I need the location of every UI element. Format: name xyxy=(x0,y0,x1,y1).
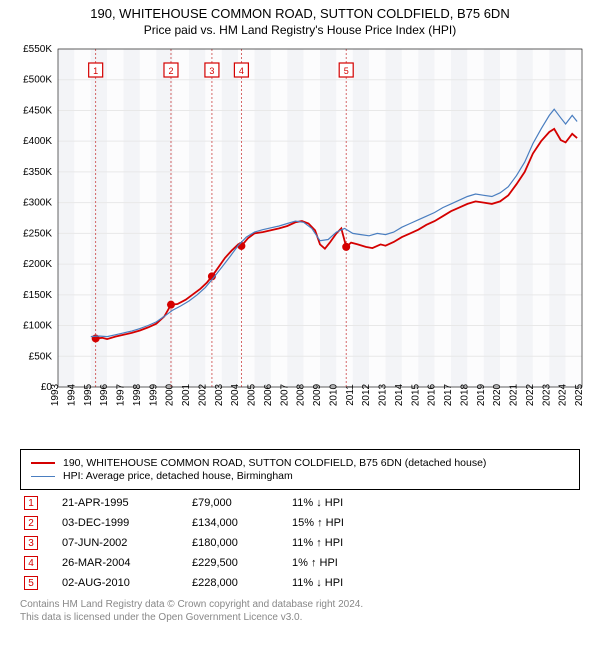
svg-text:1: 1 xyxy=(93,66,98,76)
title-subtitle: Price paid vs. HM Land Registry's House … xyxy=(10,23,590,37)
svg-text:4: 4 xyxy=(239,66,244,76)
event-row: 2 03-DEC-1999£134,00015% ↑ HPI xyxy=(24,516,576,530)
event-row: 5 02-AUG-2010£228,00011% ↓ HPI xyxy=(24,576,576,590)
event-table: 121-APR-1995£79,00011% ↓ HPI203-DEC-1999… xyxy=(24,496,576,590)
svg-text:£550K: £550K xyxy=(23,44,52,55)
legend-swatch-blue xyxy=(31,476,55,477)
title-block: 190, WHITEHOUSE COMMON ROAD, SUTTON COLD… xyxy=(0,0,600,39)
svg-text:3: 3 xyxy=(209,66,214,76)
event-marker: 5 xyxy=(24,576,38,590)
event-delta: 11% ↓ HPI xyxy=(292,497,412,509)
svg-text:£200K: £200K xyxy=(23,259,52,270)
chart-area: £0£50K£100K£150K£200K£250K£300K£350K£400… xyxy=(10,39,590,439)
event-marker: 1 xyxy=(24,496,38,510)
svg-text:£50K: £50K xyxy=(29,351,53,362)
svg-text:£300K: £300K xyxy=(23,198,52,209)
legend-label-hpi: HPI: Average price, detached house, Birm… xyxy=(63,470,293,482)
event-delta: 15% ↑ HPI xyxy=(292,517,412,529)
legend: 190, WHITEHOUSE COMMON ROAD, SUTTON COLD… xyxy=(20,449,580,490)
svg-text:£100K: £100K xyxy=(23,321,52,332)
event-date: 07-JUN-2002 xyxy=(62,537,192,549)
legend-swatch-red xyxy=(31,462,55,464)
title-address: 190, WHITEHOUSE COMMON ROAD, SUTTON COLD… xyxy=(10,6,590,21)
event-date: 26-MAR-2004 xyxy=(62,557,192,569)
chart-svg: £0£50K£100K£150K£200K£250K£300K£350K£400… xyxy=(10,39,590,439)
svg-text:2: 2 xyxy=(168,66,173,76)
footnote-line1: Contains HM Land Registry data © Crown c… xyxy=(20,598,580,611)
event-delta: 1% ↑ HPI xyxy=(292,557,412,569)
event-marker: 4 xyxy=(24,556,38,570)
event-price: £229,500 xyxy=(192,557,292,569)
event-date: 02-AUG-2010 xyxy=(62,577,192,589)
event-row: 3 07-JUN-2002£180,00011% ↑ HPI xyxy=(24,536,576,550)
footnote: Contains HM Land Registry data © Crown c… xyxy=(20,598,580,624)
footnote-line2: This data is licensed under the Open Gov… xyxy=(20,611,580,624)
event-delta: 11% ↑ HPI xyxy=(292,537,412,549)
svg-text:£450K: £450K xyxy=(23,105,52,116)
legend-item-property: 190, WHITEHOUSE COMMON ROAD, SUTTON COLD… xyxy=(31,457,569,469)
svg-text:£250K: £250K xyxy=(23,228,52,239)
chart-container: 190, WHITEHOUSE COMMON ROAD, SUTTON COLD… xyxy=(0,0,600,624)
svg-text:£400K: £400K xyxy=(23,136,52,147)
event-date: 21-APR-1995 xyxy=(62,497,192,509)
event-date: 03-DEC-1999 xyxy=(62,517,192,529)
event-price: £134,000 xyxy=(192,517,292,529)
svg-text:£500K: £500K xyxy=(23,75,52,86)
event-row: 1 21-APR-1995£79,00011% ↓ HPI xyxy=(24,496,576,510)
svg-text:£350K: £350K xyxy=(23,167,52,178)
event-price: £180,000 xyxy=(192,537,292,549)
legend-item-hpi: HPI: Average price, detached house, Birm… xyxy=(31,470,569,482)
event-delta: 11% ↓ HPI xyxy=(292,577,412,589)
svg-text:£150K: £150K xyxy=(23,290,52,301)
event-row: 4 26-MAR-2004£229,5001% ↑ HPI xyxy=(24,556,576,570)
event-marker: 2 xyxy=(24,516,38,530)
event-marker: 3 xyxy=(24,536,38,550)
legend-label-property: 190, WHITEHOUSE COMMON ROAD, SUTTON COLD… xyxy=(63,457,486,469)
event-price: £79,000 xyxy=(192,497,292,509)
event-price: £228,000 xyxy=(192,577,292,589)
svg-text:5: 5 xyxy=(344,66,349,76)
